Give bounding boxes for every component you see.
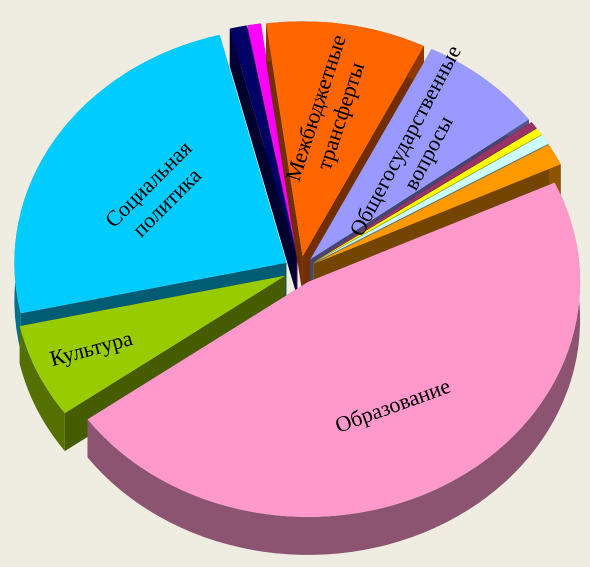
slice-top	[313, 128, 542, 263]
slice-top	[310, 49, 529, 260]
slice-top	[314, 144, 561, 264]
slice-top	[313, 135, 549, 263]
slice-side	[266, 23, 303, 295]
slice-top	[14, 34, 287, 314]
slice	[229, 25, 297, 295]
slice-top	[19, 275, 286, 414]
slice-side	[229, 28, 297, 295]
slice-top	[247, 23, 298, 257]
slice-top	[266, 21, 424, 257]
slice-top	[87, 182, 581, 517]
slice-top	[229, 25, 297, 257]
slice-wall	[19, 326, 65, 452]
slice	[87, 182, 581, 555]
slice-top	[313, 122, 537, 262]
